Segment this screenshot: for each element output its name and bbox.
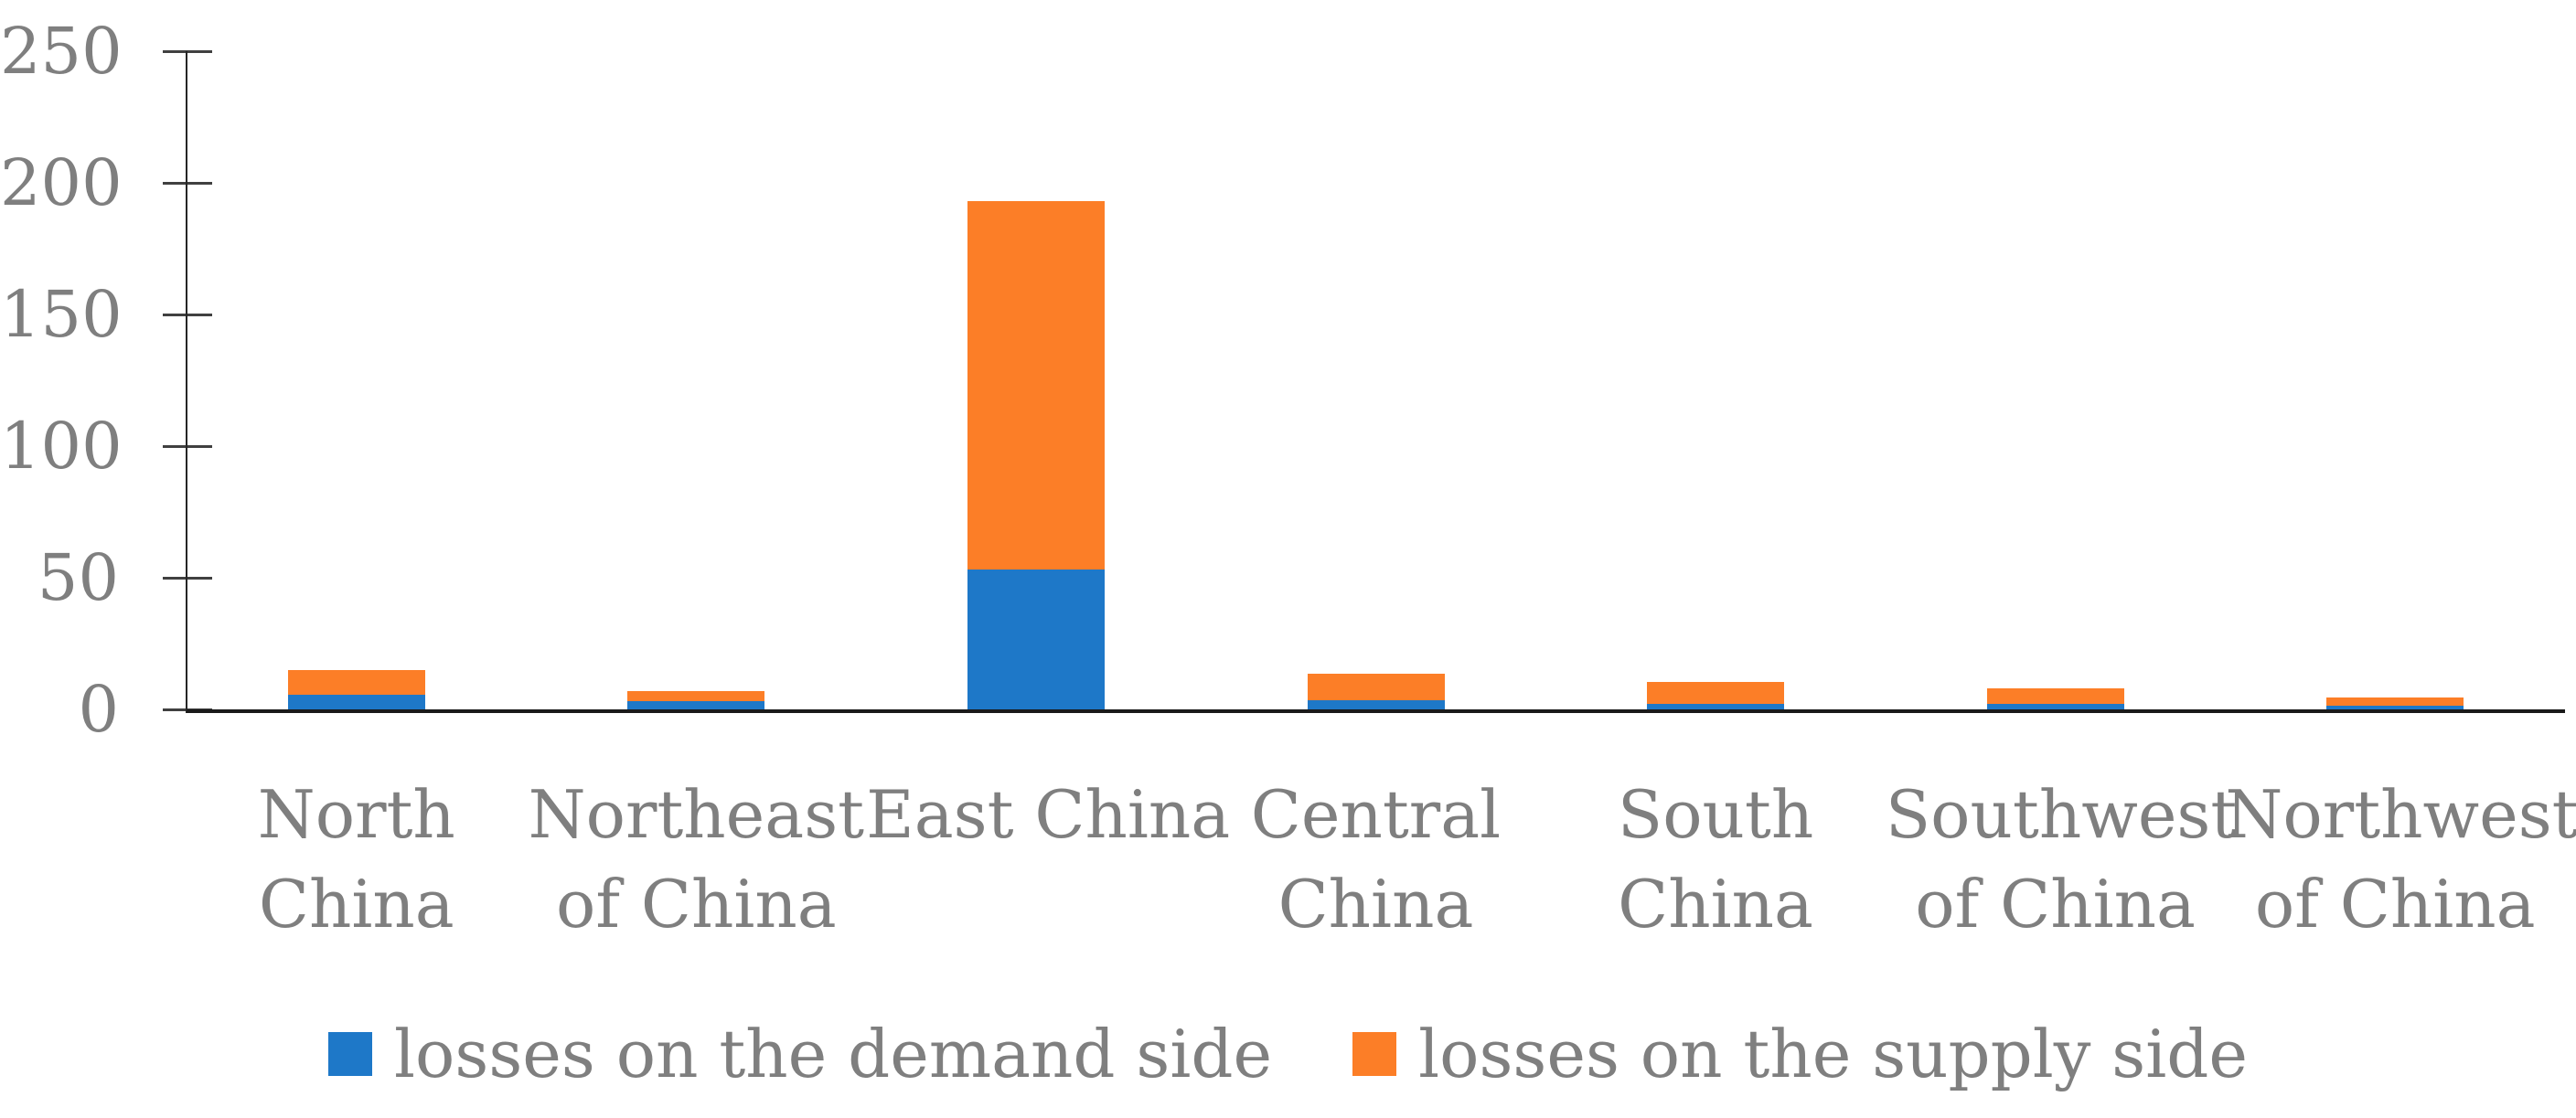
category-label-line: Southwest bbox=[1885, 776, 2238, 853]
category-label-line: of China bbox=[1915, 866, 2196, 942]
category-label-line: Central bbox=[1250, 776, 1502, 853]
bar-segment-supply-central-china bbox=[1307, 674, 1445, 700]
y-tick-mark-200 bbox=[163, 182, 212, 185]
y-tick-mark-250 bbox=[163, 50, 212, 53]
category-label-line: of China bbox=[556, 866, 837, 942]
legend: losses on the demand side losses on the … bbox=[0, 1013, 2576, 1095]
bar-segment-demand-north-china bbox=[287, 695, 425, 709]
bar-segment-supply-north-china bbox=[287, 669, 425, 696]
category-label-east-china: East China bbox=[866, 770, 1231, 859]
legend-label-demand: losses on the demand side bbox=[394, 1016, 1273, 1092]
bar-segment-demand-northwest-of-china bbox=[2326, 705, 2464, 709]
bar-segment-demand-central-china bbox=[1307, 699, 1445, 709]
bar-segment-demand-east-china bbox=[967, 570, 1105, 709]
category-label-central-china: Central China bbox=[1206, 770, 1546, 949]
legend-item-supply-side: losses on the supply side bbox=[1352, 1013, 2248, 1095]
y-tick-label-150: 150 bbox=[0, 277, 123, 352]
y-tick-mark-150 bbox=[163, 314, 212, 316]
bar-segment-demand-southwest-of-china bbox=[1986, 704, 2124, 709]
category-label-southwest-of-china: Southwest of China bbox=[1885, 770, 2238, 949]
category-label-line: South bbox=[1617, 776, 1814, 853]
bar-segment-supply-southwest-of-china bbox=[1986, 687, 2124, 705]
y-tick-label-50: 50 bbox=[37, 540, 119, 615]
category-label-line: China bbox=[1618, 866, 1813, 942]
category-label-northeast-of-china: Northeast of China bbox=[527, 770, 867, 949]
legend-item-demand-side: losses on the demand side bbox=[328, 1013, 1272, 1095]
legend-swatch-supply-icon bbox=[1352, 1032, 1397, 1076]
y-tick-label-200: 200 bbox=[0, 145, 123, 220]
category-label-line: China bbox=[258, 866, 454, 942]
category-label-line: China bbox=[1277, 866, 1474, 942]
x-axis-line bbox=[187, 709, 2565, 713]
category-label-south-china: South China bbox=[1545, 770, 1886, 949]
category-label-line: of China bbox=[2254, 866, 2536, 942]
y-axis-line bbox=[186, 51, 187, 713]
category-label-northwest-of-china: Northwest of China bbox=[2225, 770, 2576, 949]
y-tick-label-250: 250 bbox=[0, 14, 123, 89]
y-tick-label-0: 0 bbox=[78, 672, 119, 747]
bar-segment-supply-east-china bbox=[967, 201, 1105, 570]
category-label-line: East China bbox=[866, 776, 1231, 853]
category-label-line: Northwest bbox=[2225, 776, 2576, 853]
y-tick-label-100: 100 bbox=[0, 409, 123, 484]
category-label-line: North bbox=[257, 776, 455, 853]
bar-segment-supply-northwest-of-china bbox=[2326, 697, 2464, 706]
legend-swatch-demand-icon bbox=[328, 1032, 373, 1076]
y-tick-mark-50 bbox=[163, 577, 212, 580]
category-label-north-china: North China bbox=[187, 770, 527, 949]
category-label-line: Northeast bbox=[528, 776, 865, 853]
bar-segment-supply-northeast-of-china bbox=[627, 690, 765, 702]
legend-label-supply: losses on the supply side bbox=[1418, 1016, 2248, 1092]
y-tick-mark-100 bbox=[163, 445, 212, 448]
bar-segment-demand-northeast-of-china bbox=[627, 701, 765, 709]
bar-segment-supply-south-china bbox=[1647, 681, 1785, 705]
bar-segment-demand-south-china bbox=[1647, 704, 1785, 709]
